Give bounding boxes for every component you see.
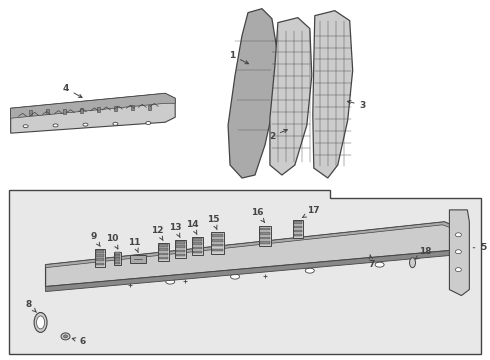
Bar xyxy=(63,109,66,114)
Ellipse shape xyxy=(305,268,314,273)
Bar xyxy=(115,262,120,264)
Bar xyxy=(294,234,302,236)
Ellipse shape xyxy=(410,258,416,268)
Bar xyxy=(259,226,271,246)
Bar xyxy=(260,232,270,235)
Ellipse shape xyxy=(53,124,58,127)
Text: 3: 3 xyxy=(347,100,366,110)
Bar xyxy=(212,239,222,242)
Bar xyxy=(97,262,104,265)
Polygon shape xyxy=(228,9,278,178)
Bar xyxy=(260,241,270,244)
Ellipse shape xyxy=(61,333,70,340)
Bar xyxy=(148,105,151,110)
Ellipse shape xyxy=(23,125,28,128)
Ellipse shape xyxy=(455,233,462,237)
Text: 5: 5 xyxy=(473,243,487,252)
Bar xyxy=(159,244,168,247)
Text: 8: 8 xyxy=(25,300,36,312)
Text: 18: 18 xyxy=(416,247,432,259)
Bar xyxy=(97,255,104,257)
Text: 9: 9 xyxy=(90,232,100,246)
Bar xyxy=(212,234,222,237)
Ellipse shape xyxy=(113,122,118,125)
Bar xyxy=(131,105,134,111)
Ellipse shape xyxy=(166,279,175,284)
Bar xyxy=(193,238,201,241)
Bar xyxy=(97,250,104,253)
Ellipse shape xyxy=(37,316,45,329)
Text: 11: 11 xyxy=(128,238,141,253)
Bar xyxy=(175,240,186,258)
Bar xyxy=(46,109,49,114)
Bar xyxy=(29,110,32,115)
Ellipse shape xyxy=(146,122,151,125)
Text: 15: 15 xyxy=(207,215,220,230)
Ellipse shape xyxy=(64,335,68,338)
Bar xyxy=(176,253,185,256)
Ellipse shape xyxy=(455,250,462,254)
Bar xyxy=(115,255,120,258)
Bar xyxy=(294,230,302,232)
Ellipse shape xyxy=(83,123,88,126)
Polygon shape xyxy=(11,93,175,133)
Bar xyxy=(96,249,105,267)
Text: 4: 4 xyxy=(62,84,82,98)
Polygon shape xyxy=(313,11,353,178)
Bar xyxy=(158,243,169,261)
Text: 17: 17 xyxy=(302,206,320,217)
Bar xyxy=(115,252,120,255)
Bar xyxy=(212,249,222,251)
Bar xyxy=(130,255,147,263)
Bar xyxy=(193,242,201,245)
Polygon shape xyxy=(46,222,458,287)
Polygon shape xyxy=(46,222,458,268)
Bar xyxy=(97,107,100,112)
Bar xyxy=(159,248,168,251)
Text: 2: 2 xyxy=(269,130,287,141)
Bar xyxy=(176,246,185,248)
Polygon shape xyxy=(11,93,175,118)
Bar xyxy=(193,251,201,253)
Bar xyxy=(159,252,168,255)
Polygon shape xyxy=(449,210,469,296)
Ellipse shape xyxy=(375,262,384,267)
Bar xyxy=(97,258,104,261)
Bar xyxy=(293,220,303,238)
Text: 6: 6 xyxy=(72,337,86,346)
Bar xyxy=(80,108,83,113)
Bar xyxy=(115,258,120,261)
Ellipse shape xyxy=(34,312,47,332)
Ellipse shape xyxy=(455,268,462,272)
Text: 7: 7 xyxy=(368,255,375,269)
Polygon shape xyxy=(9,190,481,354)
Bar xyxy=(176,249,185,252)
Bar xyxy=(176,241,185,244)
Bar xyxy=(159,257,168,259)
Bar xyxy=(260,237,270,239)
Polygon shape xyxy=(270,18,312,175)
Bar xyxy=(211,232,223,254)
Text: 10: 10 xyxy=(106,234,119,249)
Bar xyxy=(212,244,222,247)
Bar xyxy=(294,221,302,224)
Bar xyxy=(192,237,203,255)
Polygon shape xyxy=(46,250,458,292)
Ellipse shape xyxy=(230,274,240,279)
Bar xyxy=(193,247,201,249)
Text: 16: 16 xyxy=(251,208,265,222)
Text: 14: 14 xyxy=(186,220,198,235)
Bar xyxy=(114,252,121,265)
Text: 13: 13 xyxy=(169,223,181,238)
Bar xyxy=(260,228,270,230)
Text: 1: 1 xyxy=(229,51,248,64)
Bar xyxy=(114,106,117,111)
Text: 12: 12 xyxy=(151,226,164,240)
Bar xyxy=(294,225,302,228)
